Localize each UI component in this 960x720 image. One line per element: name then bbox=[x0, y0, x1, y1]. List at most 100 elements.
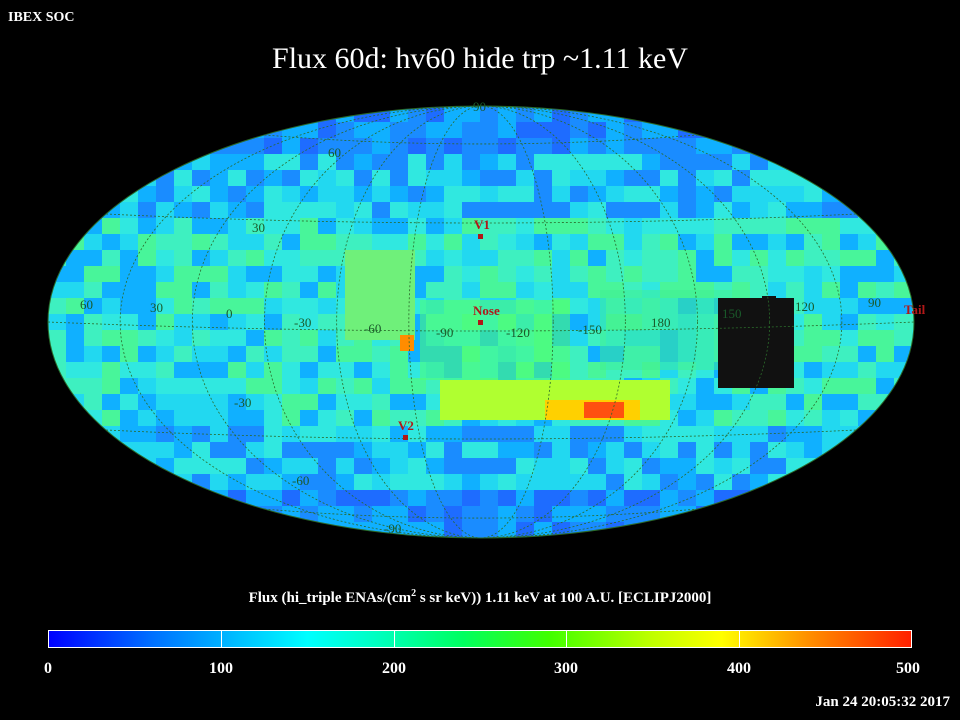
flux-cell bbox=[300, 314, 319, 331]
flux-cell bbox=[840, 378, 859, 395]
flux-cell bbox=[372, 234, 391, 251]
flux-cell bbox=[642, 266, 661, 283]
flux-cell bbox=[264, 474, 283, 491]
lat-label: -60 bbox=[292, 473, 309, 488]
flux-cell bbox=[570, 154, 589, 171]
flux-cell bbox=[336, 410, 355, 427]
flux-cell bbox=[192, 394, 211, 411]
flux-cell bbox=[804, 266, 823, 283]
flux-cell bbox=[264, 250, 283, 267]
flux-cell bbox=[534, 186, 553, 203]
flux-cell bbox=[318, 314, 337, 331]
flux-cell bbox=[336, 378, 355, 395]
flux-cell bbox=[822, 362, 841, 379]
flux-cell bbox=[372, 346, 391, 363]
flux-cell bbox=[174, 266, 193, 283]
flux-cell bbox=[120, 282, 139, 299]
flux-cell bbox=[516, 282, 535, 299]
flux-cell bbox=[282, 362, 301, 379]
flux-cell bbox=[876, 250, 895, 267]
flux-cell bbox=[390, 378, 409, 395]
flux-cell bbox=[714, 186, 733, 203]
flux-cell bbox=[588, 170, 607, 187]
flux-cell bbox=[174, 218, 193, 235]
flux-cell bbox=[300, 394, 319, 411]
masked-notch bbox=[762, 296, 776, 310]
flux-cell bbox=[462, 202, 481, 219]
flux-cell bbox=[444, 234, 463, 251]
flux-cell bbox=[156, 314, 175, 331]
flux-cell bbox=[300, 186, 319, 203]
flux-cell bbox=[678, 442, 697, 459]
flux-cell bbox=[174, 170, 193, 187]
flux-cell bbox=[462, 250, 481, 267]
flux-cell bbox=[732, 426, 751, 443]
flux-cell bbox=[552, 490, 571, 507]
flux-cell bbox=[426, 506, 445, 523]
flux-cell bbox=[336, 474, 355, 491]
flux-cell bbox=[192, 202, 211, 219]
flux-cell bbox=[192, 298, 211, 315]
flux-cell bbox=[678, 138, 697, 155]
flux-cell bbox=[444, 522, 463, 538]
flux-cell bbox=[120, 346, 139, 363]
flux-cell bbox=[750, 218, 769, 235]
flux-cell bbox=[210, 202, 229, 219]
graticule-meridian bbox=[264, 106, 698, 538]
flux-cell bbox=[246, 186, 265, 203]
green-center bbox=[420, 300, 570, 380]
flux-cell bbox=[822, 410, 841, 427]
flux-cell bbox=[858, 394, 877, 411]
flux-cell bbox=[552, 122, 571, 139]
flux-cell bbox=[570, 330, 589, 347]
flux-cell bbox=[624, 234, 643, 251]
flux-cell bbox=[714, 202, 733, 219]
flux-cell bbox=[354, 154, 373, 171]
flux-cell bbox=[552, 442, 571, 459]
flux-cell bbox=[282, 282, 301, 299]
flux-cell bbox=[318, 330, 337, 347]
flux-cell bbox=[210, 282, 229, 299]
graticule-parallel bbox=[48, 321, 914, 332]
flux-cell bbox=[498, 282, 517, 299]
flux-cell bbox=[570, 266, 589, 283]
flux-cell bbox=[804, 250, 823, 267]
flux-cell bbox=[408, 218, 427, 235]
flux-cell bbox=[732, 410, 751, 427]
flux-cell bbox=[282, 234, 301, 251]
flux-cell bbox=[156, 266, 175, 283]
flux-cell bbox=[696, 266, 715, 283]
flux-cell bbox=[768, 266, 787, 283]
flux-cell bbox=[552, 186, 571, 203]
flux-cell bbox=[354, 490, 373, 507]
flux-cell bbox=[570, 106, 589, 123]
flux-cell bbox=[354, 458, 373, 475]
flux-cell bbox=[516, 170, 535, 187]
flux-cell bbox=[714, 442, 733, 459]
flux-cell bbox=[156, 250, 175, 267]
flux-cell bbox=[372, 362, 391, 379]
flux-cell bbox=[354, 122, 373, 139]
flux-cell bbox=[246, 410, 265, 427]
flux-cell bbox=[426, 138, 445, 155]
flux-cell bbox=[354, 474, 373, 491]
flux-cell bbox=[102, 410, 121, 427]
flux-cell bbox=[498, 522, 517, 538]
colorbar bbox=[48, 630, 912, 648]
flux-cell bbox=[228, 170, 247, 187]
flux-cell bbox=[876, 282, 895, 299]
flux-cell bbox=[426, 410, 445, 427]
flux-cell bbox=[804, 442, 823, 459]
flux-cell bbox=[246, 330, 265, 347]
flux-cell bbox=[246, 154, 265, 171]
flux-cell bbox=[462, 426, 481, 443]
flux-cell bbox=[660, 426, 679, 443]
flux-cell bbox=[282, 202, 301, 219]
flux-cell bbox=[822, 346, 841, 363]
flux-cell bbox=[696, 234, 715, 251]
flux-cell bbox=[624, 506, 643, 523]
flux-cell bbox=[372, 186, 391, 203]
flux-cell bbox=[138, 186, 157, 203]
flux-cell bbox=[318, 218, 337, 235]
flux-cell bbox=[372, 458, 391, 475]
